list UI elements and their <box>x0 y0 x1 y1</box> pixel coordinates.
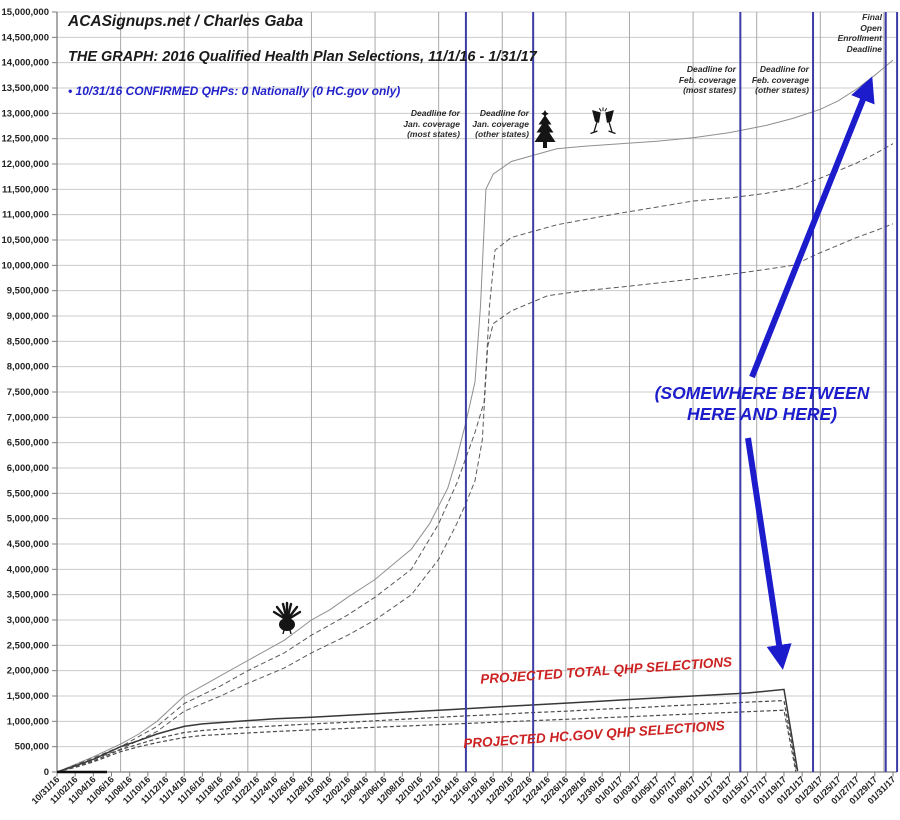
champagne-toast-icon <box>587 107 619 142</box>
svg-text:0: 0 <box>44 767 49 778</box>
svg-text:11,500,000: 11,500,000 <box>2 184 49 195</box>
svg-text:5,000,000: 5,000,000 <box>7 514 49 525</box>
annotation-jan-deadline-other: Deadline for Jan. coverage (other states… <box>472 108 529 139</box>
svg-text:8,500,000: 8,500,000 <box>7 336 49 347</box>
svg-text:8,000,000: 8,000,000 <box>7 362 49 373</box>
svg-text:13,000,000: 13,000,000 <box>1 108 49 119</box>
svg-text:14,000,000: 14,000,000 <box>1 58 49 69</box>
svg-text:12,000,000: 12,000,000 <box>1 159 49 170</box>
svg-text:7,500,000: 7,500,000 <box>7 387 49 398</box>
thanksgiving-turkey-icon <box>269 599 305 640</box>
svg-text:3,500,000: 3,500,000 <box>7 590 49 601</box>
annotation-feb-deadline-most: Deadline for Feb. coverage (most states) <box>678 64 736 95</box>
svg-text:3,000,000: 3,000,000 <box>7 615 49 626</box>
site-credit: ACASignups.net / Charles Gaba <box>68 13 304 30</box>
svg-text:4,000,000: 4,000,000 <box>7 564 49 575</box>
label-somewhere-between: (SOMEWHERE BETWEEN HERE AND HERE) <box>654 383 870 424</box>
svg-text:500,000: 500,000 <box>15 742 49 753</box>
svg-text:12,500,000: 12,500,000 <box>1 134 49 145</box>
svg-text:5,500,000: 5,500,000 <box>7 488 49 499</box>
annotation-jan-deadline-most: Deadline for Jan. coverage (most states) <box>403 108 460 139</box>
annotation-feb-deadline-other: Deadline for Feb. coverage (other states… <box>751 64 809 95</box>
svg-text:13,500,000: 13,500,000 <box>1 83 49 94</box>
svg-text:11,000,000: 11,000,000 <box>2 210 49 221</box>
svg-text:9,000,000: 9,000,000 <box>7 311 49 322</box>
svg-text:7,000,000: 7,000,000 <box>7 412 49 423</box>
svg-text:2,000,000: 2,000,000 <box>7 666 49 677</box>
svg-text:6,500,000: 6,500,000 <box>7 438 49 449</box>
svg-text:1,500,000: 1,500,000 <box>7 691 49 702</box>
svg-text:10,000,000: 10,000,000 <box>1 260 49 271</box>
svg-text:10,500,000: 10,500,000 <box>1 235 49 246</box>
annotation-final-deadline: Final Open Enrollment Deadline <box>837 12 882 54</box>
page-title: THE GRAPH: 2016 Qualified Health Plan Se… <box>68 49 537 65</box>
christmas-tree-icon <box>532 109 558 155</box>
svg-text:15,000,000: 15,000,000 <box>1 7 49 18</box>
svg-text:2,500,000: 2,500,000 <box>7 640 49 651</box>
confirmed-qhp-note: • 10/31/16 CONFIRMED QHPs: 0 Nationally … <box>68 84 401 98</box>
svg-text:1,000,000: 1,000,000 <box>7 716 49 727</box>
svg-text:6,000,000: 6,000,000 <box>7 463 49 474</box>
svg-text:14,500,000: 14,500,000 <box>1 32 49 43</box>
svg-text:4,500,000: 4,500,000 <box>7 539 49 550</box>
svg-text:9,500,000: 9,500,000 <box>7 286 49 297</box>
